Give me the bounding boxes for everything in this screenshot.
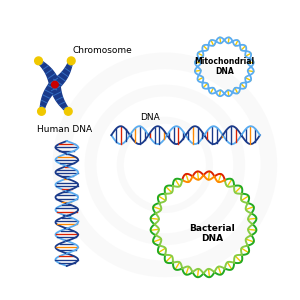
Circle shape xyxy=(38,107,45,115)
Circle shape xyxy=(52,81,58,88)
Polygon shape xyxy=(40,82,60,112)
Polygon shape xyxy=(50,60,73,88)
Text: Chromosome: Chromosome xyxy=(73,46,133,55)
Polygon shape xyxy=(50,82,70,112)
Text: Mitochondrial
DNA: Mitochondrial DNA xyxy=(194,57,254,76)
Text: Bacterial
DNA: Bacterial DNA xyxy=(190,224,235,243)
Circle shape xyxy=(68,57,75,65)
Text: DNA: DNA xyxy=(140,113,160,122)
Text: Human DNA: Human DNA xyxy=(37,125,92,134)
Polygon shape xyxy=(37,60,59,88)
Circle shape xyxy=(35,57,42,65)
Circle shape xyxy=(64,107,72,115)
